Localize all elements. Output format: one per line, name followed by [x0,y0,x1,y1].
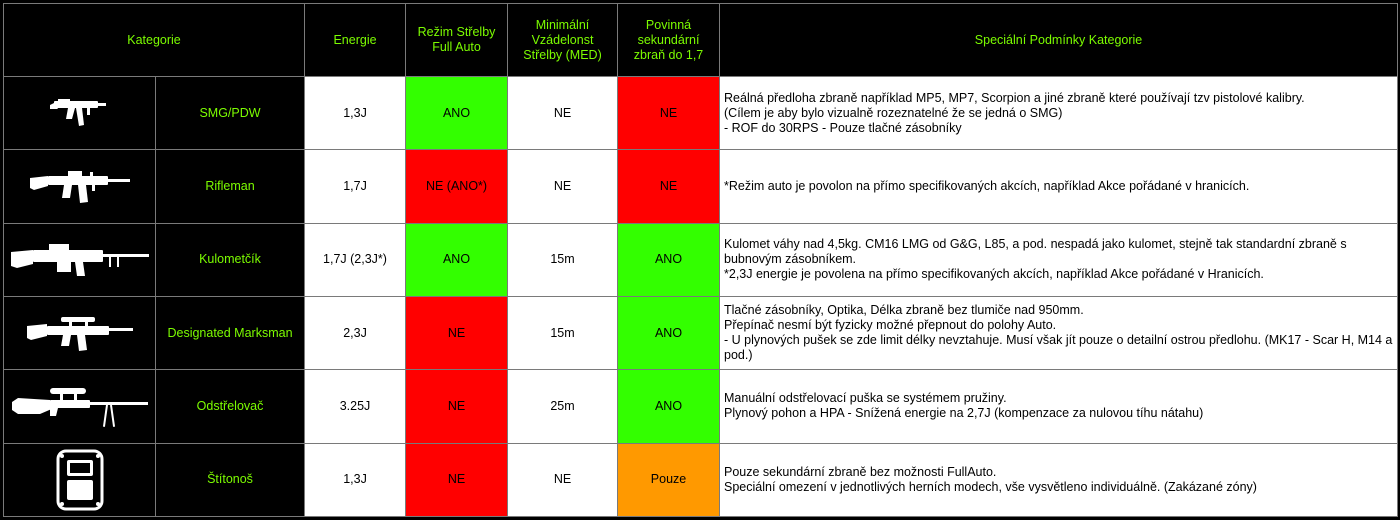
smg-icon [3,75,156,151]
header-energie: Energie [304,3,407,77]
table-row: Designated Marksman 2,3J NE 15m ANO Tlač… [3,295,1399,371]
table-row: Odstřelovač 3.25J NE 25m ANO Manuální od… [3,369,1399,444]
conditions-line: *2,3J energie je povolena na přímo speci… [724,267,1264,282]
category-label: Odstřelovač [154,369,306,444]
header-row: Kategorie Energie Režim Střelby Full Aut… [2,3,1399,77]
energy-value: 1,3J [304,442,407,518]
secondary-value: ANO [617,295,721,371]
full-auto-value: NE [405,369,509,444]
table-row: Kulometčík 1,7J (2,3J*) ANO 15m ANO Kulo… [3,222,1399,297]
conditions-line: Tlačné zásobníky, Optika, Délka zbraně b… [724,303,1084,318]
conditions-line: (Cílem je aby bylo vizualně rozeznatelné… [724,105,1063,120]
conditions-text: Manuální odstřelovací puška se systémem … [719,369,1399,444]
conditions-line: Manuální odstřelovací puška se systémem … [724,391,1007,406]
conditions-text: Tlačné zásobníky, Optika, Délka zbraně b… [719,295,1399,371]
table-row: Štítonoš 1,3J NE NE Pouze Pouze sekundár… [3,442,1399,518]
conditions-text: Pouze sekundární zbraně bez možnosti Ful… [719,442,1399,518]
category-label: Štítonoš [154,442,306,518]
conditions-line: Přepínač nesmí být fyzicky možné přepnou… [724,318,1057,333]
category-label: Kulometčík [154,222,306,297]
secondary-value: NE [617,75,721,151]
marksman-rifle-icon [3,295,156,371]
secondary-value: ANO [617,369,721,444]
conditions-text: Kulomet váhy nad 4,5kg. CM16 LMG od G&G,… [719,222,1399,297]
full-auto-value: NE [405,442,509,518]
energy-value: 1,7J [304,149,407,224]
conditions-line: Pouze sekundární zbraně bez možnosti Ful… [724,464,997,479]
category-label: Designated Marksman [154,295,306,371]
header-rezim: Režim Střelby Full Auto [405,3,509,77]
med-value: 15m [507,295,619,371]
category-table: Kategorie Energie Režim Střelby Full Aut… [2,3,1399,518]
table-row: Rifleman 1,7J NE (ANO*) NE NE *Režim aut… [3,149,1399,224]
secondary-value: Pouze [617,442,721,518]
secondary-value: ANO [617,222,721,297]
header-med: Minimální Vzádelonst Střelby (MED) [507,3,619,77]
machine-gun-icon [3,222,156,297]
category-label: Rifleman [154,149,306,224]
category-label: SMG/PDW [154,75,306,151]
full-auto-value: ANO [405,222,509,297]
med-value: 25m [507,369,619,444]
full-auto-value: NE [405,295,509,371]
header-podminky: Speciální Podmínky Kategorie [719,3,1399,77]
rifle-icon [3,149,156,224]
conditions-text: *Režim auto je povolon na přímo specifik… [719,149,1399,224]
header-kategorie: Kategorie [2,3,306,77]
conditions-line: - ROF do 30RPS - Pouze tlačné zásobníky [724,120,962,135]
conditions-line: Plynový pohon a HPA - Snížená energie na… [724,406,1204,421]
full-auto-value: ANO [405,75,509,151]
conditions-line: Reálná předloha zbraně například MP5, MP… [724,90,1305,105]
conditions-text: Reálná předloha zbraně například MP5, MP… [719,75,1399,151]
sniper-rifle-icon [3,369,156,444]
shield-icon [3,442,156,518]
conditions-line: *Režim auto je povolon na přímo specifik… [724,178,1250,193]
energy-value: 3.25J [304,369,407,444]
energy-value: 1,3J [304,75,407,151]
table-row: SMG/PDW 1,3J ANO NE NE Reálná předloha z… [3,75,1399,151]
conditions-line: Speciální omezení v jednotlivých herních… [724,479,1257,494]
med-value: NE [507,75,619,151]
conditions-line: - U plynových pušek se zde limit délky n… [724,333,1393,363]
secondary-value: NE [617,149,721,224]
med-value: 15m [507,222,619,297]
med-value: NE [507,442,619,518]
conditions-line: Kulomet váhy nad 4,5kg. CM16 LMG od G&G,… [724,237,1347,267]
header-sekundarni: Povinná sekundární zbraň do 1,7 [617,3,721,77]
med-value: NE [507,149,619,224]
full-auto-value: NE (ANO*) [405,149,509,224]
energy-value: 2,3J [304,295,407,371]
energy-value: 1,7J (2,3J*) [304,222,407,297]
